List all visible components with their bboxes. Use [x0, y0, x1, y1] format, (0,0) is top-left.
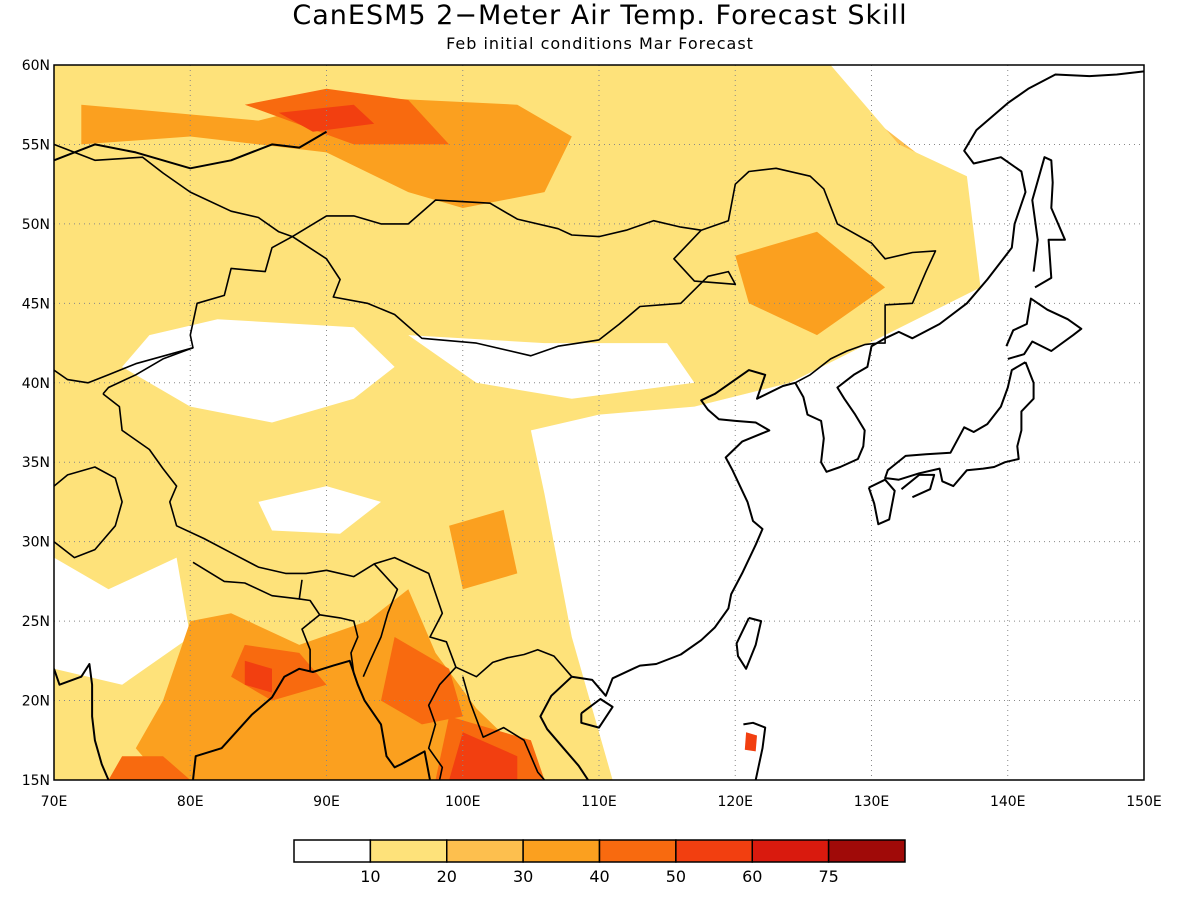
border-layer — [54, 143, 937, 780]
colorbar-swatch — [369, 839, 448, 863]
colorbar-label: 10 — [360, 867, 380, 886]
kazakh-russia — [54, 143, 293, 238]
shikoku — [900, 473, 936, 499]
lat-tick-label: 55N — [22, 137, 50, 153]
south-asia-internal — [54, 466, 123, 559]
colorbar-label: 60 — [742, 867, 762, 886]
colorbar-label: 20 — [437, 867, 457, 886]
lon-tick-label: 130E — [854, 794, 890, 810]
skill-region-8 — [135, 589, 545, 780]
hainan — [580, 698, 614, 729]
colorbar-label: 40 — [589, 867, 609, 886]
myanmar-thailand — [427, 666, 457, 780]
russia-mongolia-china — [291, 167, 937, 344]
indochina-coast — [462, 675, 590, 780]
hokkaido — [1005, 297, 1083, 360]
bangladesh — [299, 598, 321, 672]
plot-frame — [53, 64, 1145, 781]
china-south-asia — [102, 393, 573, 678]
skill-region-5 — [258, 486, 381, 534]
lat-tick-label: 20N — [22, 694, 50, 710]
skill-region-13 — [381, 637, 463, 725]
colorbar-swatch — [293, 839, 372, 863]
lon-tick-label: 120E — [717, 794, 753, 810]
indochina-inner — [462, 676, 546, 780]
honshu — [884, 361, 1035, 488]
skill-region-6 — [54, 557, 191, 685]
colorbar-swatch — [522, 839, 601, 863]
colorbar-swatch — [446, 839, 524, 863]
colorbar-label: 75 — [818, 867, 838, 886]
lat-tick-label: 25N — [22, 614, 50, 630]
lat-tick-label: 15N — [22, 773, 50, 789]
lon-tick-label: 80E — [177, 794, 204, 810]
india-west-coast — [54, 663, 110, 780]
china-coast — [571, 369, 796, 697]
colorbar-swatch — [598, 839, 677, 863]
skill-region-15 — [108, 756, 191, 780]
lon-tick-label: 70E — [41, 794, 68, 810]
colorbar-label: 30 — [513, 867, 533, 886]
colorbar-swatch — [751, 839, 830, 863]
skill-shading-layer — [54, 65, 1144, 780]
lat-tick-label: 30N — [22, 535, 50, 551]
lat-tick-label: 60N — [22, 58, 50, 74]
colorbar-swatch — [827, 839, 906, 863]
ob-taz — [54, 130, 328, 170]
mongolia-china — [291, 229, 737, 357]
skill-region-10 — [449, 509, 518, 590]
china-kyrgyz — [54, 347, 194, 384]
philippines-luzon — [743, 721, 767, 780]
kyushu — [867, 478, 896, 526]
lon-tick-label: 110E — [581, 794, 617, 810]
skill-region-17 — [449, 732, 518, 780]
lat-tick-label: 50N — [22, 217, 50, 233]
kazakh-china — [102, 235, 293, 395]
lon-tick-label: 100E — [445, 794, 481, 810]
korea-china — [794, 342, 879, 384]
lon-tick-label: 140E — [990, 794, 1026, 810]
india-east-coast — [192, 659, 431, 780]
lon-tick-labels: 70E 80E 90E 100E 110E 120E 130E 140E 150E — [41, 794, 1162, 810]
assam — [319, 614, 359, 685]
colorbar-label: 50 — [666, 867, 686, 886]
coastline-layer — [54, 70, 1144, 780]
skill-region-18 — [244, 660, 272, 693]
skill-region-19 — [744, 732, 757, 752]
skill-region-7 — [81, 96, 572, 208]
skill-region-2 — [54, 65, 981, 780]
lon-tick-label: 90E — [313, 794, 340, 810]
map-subtitle: Feb initial conditions Mar Forecast — [446, 34, 754, 53]
colorbar-swatch — [675, 839, 753, 863]
colorbar: 10 20 30 40 50 60 75 — [293, 839, 906, 886]
myanmar-india — [362, 563, 399, 678]
korea-coast — [794, 70, 1144, 473]
nepal-india — [192, 561, 303, 600]
lat-tick-label: 45N — [22, 296, 50, 312]
map-title: CanESM5 2−Meter Air Temp. Forecast Skill — [292, 0, 908, 31]
lat-tick-label: 40N — [22, 376, 50, 392]
lon-tick-label: 150E — [1126, 794, 1162, 810]
lat-tick-label: 35N — [22, 455, 50, 471]
skill-region-9 — [735, 231, 886, 336]
lat-tick-labels: 15N 20N 25N 30N 35N 40N 45N 50N 55N 60N — [22, 58, 50, 789]
skill-region-16 — [278, 104, 375, 132]
taiwan — [735, 616, 763, 670]
sakhalin — [1031, 156, 1066, 289]
